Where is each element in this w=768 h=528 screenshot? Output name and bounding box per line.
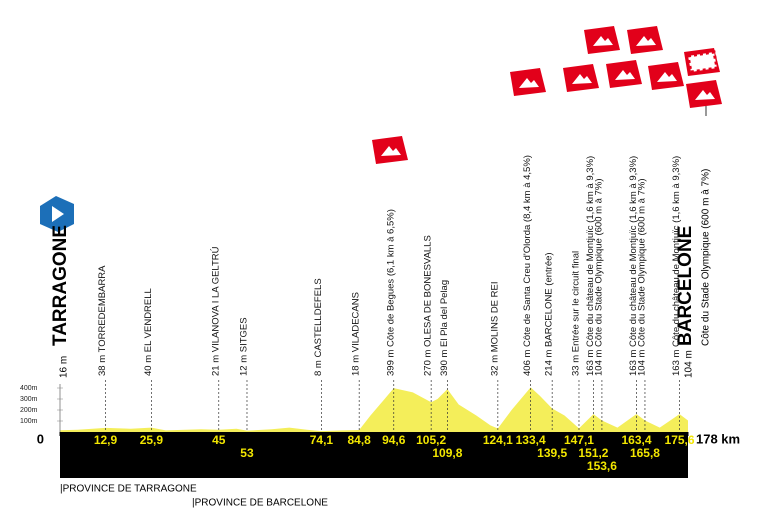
waypoint-label: 18 m VILADECANS <box>351 292 362 376</box>
km-label: 12,9 <box>94 433 118 447</box>
waypoint-label: 8 m CASTELLDEFELS <box>313 278 324 376</box>
km-label: 163,4 <box>621 433 651 447</box>
km-label: 45 <box>212 433 226 447</box>
km-label: 151,2 <box>578 446 608 460</box>
km-label: 165,8 <box>630 446 660 460</box>
waypoint-label: 40 m EL VENDRELL <box>143 288 154 376</box>
km-label: 153,6 <box>587 459 617 473</box>
waypoint-label: 12 m SITGES <box>239 317 250 376</box>
km-label: 175,6 <box>665 433 695 447</box>
km-label: 105,2 <box>416 433 446 447</box>
waypoint-label: 214 m BARCELONE (entrée) <box>544 252 555 376</box>
km-label: 139,5 <box>537 446 567 460</box>
waypoint-label: 38 m TORREDEMBARRA <box>97 265 108 376</box>
km-label: 133,4 <box>516 433 546 447</box>
waypoint-label: 32 m MOLINS DE REI <box>489 282 500 377</box>
waypoint-label: 390 m El Pla del Pelag <box>439 280 450 376</box>
y-tick-label: 100m <box>20 418 38 425</box>
km-label: 109,8 <box>432 446 462 460</box>
waypoint-label: 163 m Côte du château de Montjuïc (1,6 k… <box>585 156 596 376</box>
elevation-area <box>60 387 688 432</box>
km-label: 25,9 <box>140 433 164 447</box>
y-tick-label: 400m <box>20 385 38 392</box>
finish-name: BARCELONE <box>675 226 696 346</box>
start-icon <box>40 196 74 232</box>
waypoint-label: 33 m Entrée sur le circuit final <box>570 251 581 376</box>
waypoint-label: 163 m Côte du château de Montjuïc (1,6 k… <box>671 156 682 376</box>
start-name: TARRAGONE <box>50 225 71 346</box>
finish-note: Côte du Stade Olympique (600 m à 7%) <box>701 169 712 346</box>
km-label: 84,8 <box>348 433 372 447</box>
climb-icons <box>372 26 722 164</box>
start-elevation: 16 m <box>59 356 70 378</box>
region-label: |PROVINCE DE TARRAGONE <box>60 484 197 495</box>
km-label: 147,1 <box>564 433 594 447</box>
waypoint-label: 270 m OLESA DE BONESVALLS <box>423 235 434 376</box>
y-tick-label: 200m <box>20 407 38 414</box>
waypoint-label: 104 m Côte du Stade Olympique (600 m à 7… <box>636 179 647 377</box>
km-band <box>60 432 688 478</box>
waypoint-label: 399 m Côte de Begues (6,1 km à 6,5%) <box>385 209 396 376</box>
km-label: 124,1 <box>483 433 513 447</box>
x-tick-label: 0 <box>37 431 44 446</box>
waypoint-label: 406 m Côte de Santa Creu d'Olorda (8,4 k… <box>522 155 533 376</box>
waypoint-label: 163 m Côte du château de Montjuïc (1,6 k… <box>628 156 639 376</box>
y-tick-label: 300m <box>20 396 38 403</box>
finish-elevation: 104 m <box>684 350 695 378</box>
km-label: 53 <box>240 446 254 460</box>
x-tick-label: 178 km <box>696 431 740 446</box>
km-label: 74,1 <box>310 433 334 447</box>
km-label: 94,6 <box>382 433 406 447</box>
region-label: |PROVINCE DE BARCELONE <box>192 498 328 509</box>
waypoint-label: 21 m VILANOVA I LA GELTRÚ <box>210 246 221 376</box>
waypoint-label: 104 m Côte du Stade Olympique (600 m à 7… <box>593 179 604 377</box>
